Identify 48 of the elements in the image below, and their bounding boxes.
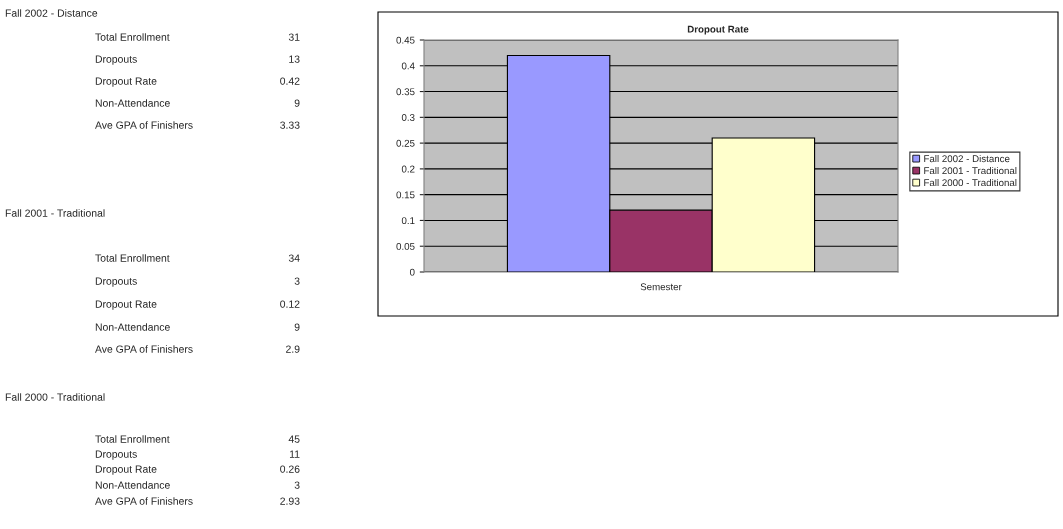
- text: Fall 2000 - Traditional: [5, 393, 105, 401]
- y-tick-label: 0: [409, 268, 415, 276]
- text: 3.33: [280, 121, 300, 129]
- text: Ave GPA of Finishers: [95, 121, 193, 129]
- text: 0.42: [280, 77, 300, 85]
- text: 9: [294, 323, 300, 331]
- text: Total Enrollment: [95, 435, 170, 443]
- text: 31: [288, 33, 300, 41]
- text: 13: [289, 55, 300, 63]
- text: Fall 2002 - Distance: [5, 9, 98, 17]
- text: Dropouts: [95, 55, 137, 65]
- legend-label: Fall 2000 - Traditional: [924, 178, 1017, 187]
- text: 3: [294, 481, 300, 489]
- text: Dropout Rate: [95, 300, 157, 310]
- text: 11: [289, 450, 300, 458]
- y-tick-label: 0.1: [401, 217, 415, 225]
- text: Ave GPA of Finishers: [95, 497, 193, 505]
- text: 2.9: [286, 345, 300, 353]
- y-tick-label: 0.3: [401, 114, 415, 121]
- text: Fall 2001 - Traditional: [5, 209, 105, 217]
- text: Non-Attendance: [95, 481, 170, 489]
- text: Dropouts: [95, 277, 137, 287]
- text: Dropouts: [95, 450, 137, 460]
- text: 9: [294, 99, 300, 107]
- text: 0.12: [280, 300, 300, 308]
- y-tick-label: 0.4: [401, 62, 415, 70]
- text: Dropout Rate: [95, 77, 157, 87]
- legend-label: Fall 2001 - Traditional: [924, 166, 1017, 175]
- text: 34: [288, 254, 300, 262]
- text: Non-Attendance: [95, 99, 170, 107]
- text: Dropout Rate: [95, 465, 157, 475]
- text: Non-Attendance: [95, 323, 170, 331]
- text: 0.26: [280, 465, 300, 473]
- text: Total Enrollment: [95, 254, 170, 262]
- y-tick-label: 0.25: [396, 139, 415, 147]
- text: Ave GPA of Finishers: [95, 345, 193, 353]
- text: 2.93: [280, 497, 300, 505]
- legend-label: Fall 2002 - Distance: [924, 154, 1010, 163]
- y-tick-label: 0.45: [396, 36, 415, 44]
- y-tick-label: 0.2: [401, 165, 415, 173]
- y-tick-label: 0.05: [396, 242, 415, 250]
- text: 45: [288, 435, 300, 443]
- text: 3: [294, 277, 300, 285]
- chart-title: Dropout Rate: [687, 25, 749, 35]
- y-tick-label: 0.35: [396, 88, 415, 96]
- x-tick-label: Semester: [640, 283, 682, 291]
- text: Total Enrollment: [95, 33, 170, 41]
- y-tick-label: 0.15: [396, 191, 415, 199]
